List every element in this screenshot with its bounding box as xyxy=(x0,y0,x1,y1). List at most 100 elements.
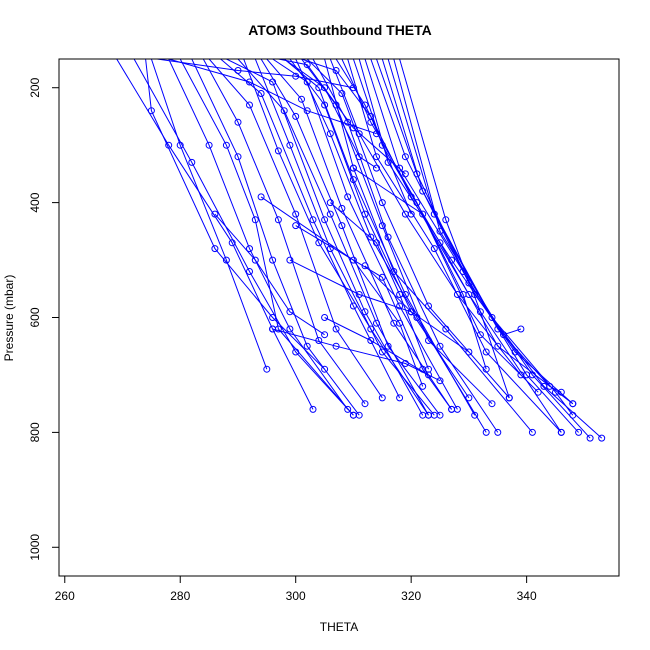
data-point xyxy=(298,95,305,103)
x-tick-label: 260 xyxy=(55,589,75,603)
data-point xyxy=(378,199,386,207)
data-point xyxy=(292,222,300,230)
data-point xyxy=(373,164,380,172)
x-axis: 260 280 300 320 340 xyxy=(55,575,537,603)
data-point xyxy=(338,204,346,212)
series-line xyxy=(399,59,510,399)
data-point xyxy=(488,314,496,321)
series-line xyxy=(220,59,401,399)
data-point xyxy=(176,141,184,149)
data-point xyxy=(251,216,259,224)
data-point xyxy=(494,342,502,350)
data-point xyxy=(286,256,294,264)
data-point xyxy=(263,365,271,373)
series-line xyxy=(353,167,487,370)
series-33 xyxy=(376,59,606,442)
data-point xyxy=(482,348,490,356)
data-point xyxy=(361,400,369,408)
data-point xyxy=(494,428,502,436)
data-point xyxy=(419,210,427,218)
series-line xyxy=(214,213,325,336)
data-point xyxy=(407,308,415,316)
data-point xyxy=(257,90,265,97)
series-line xyxy=(157,59,354,89)
series-4 xyxy=(150,59,271,373)
data-point xyxy=(367,233,375,241)
data-point xyxy=(309,216,317,224)
data-point xyxy=(419,382,427,390)
series-line xyxy=(272,328,441,382)
series-51 xyxy=(361,262,473,356)
series-line xyxy=(133,59,354,416)
data-point xyxy=(534,388,542,396)
data-point xyxy=(246,245,253,253)
data-point xyxy=(222,256,230,264)
data-point xyxy=(321,314,329,321)
data-point xyxy=(355,291,363,298)
data-point xyxy=(448,405,456,413)
series-23 xyxy=(312,59,502,436)
series-line xyxy=(202,59,366,404)
data-point xyxy=(517,325,525,333)
data-point xyxy=(586,434,594,442)
data-point xyxy=(246,101,253,109)
series-5 xyxy=(168,59,352,413)
data-point xyxy=(246,78,253,86)
series-35 xyxy=(387,59,565,396)
series-line xyxy=(329,59,522,376)
series-47 xyxy=(349,164,490,373)
series-28 xyxy=(347,59,565,436)
data-point xyxy=(557,428,565,436)
data-point xyxy=(367,112,375,120)
data-point xyxy=(378,222,386,230)
series-line xyxy=(393,59,522,336)
data-point xyxy=(401,153,409,161)
data-point xyxy=(378,273,386,281)
data-point xyxy=(326,130,334,138)
series-line xyxy=(116,59,314,410)
series-line xyxy=(364,59,579,433)
series-7 xyxy=(191,59,363,419)
series-39 xyxy=(157,59,357,92)
series-line xyxy=(312,59,499,433)
series-line xyxy=(168,59,349,410)
data-point xyxy=(321,84,329,92)
series-line xyxy=(387,59,562,393)
data-point xyxy=(401,360,409,367)
series-37 xyxy=(399,59,513,402)
data-point xyxy=(246,268,253,275)
data-point xyxy=(205,141,213,149)
data-point xyxy=(344,118,352,126)
series-line xyxy=(364,265,470,353)
series-line xyxy=(329,202,429,370)
data-point xyxy=(274,147,282,155)
data-point xyxy=(378,348,386,356)
data-point xyxy=(349,124,357,132)
data-point xyxy=(222,141,230,149)
data-point xyxy=(355,130,363,138)
series-line xyxy=(179,59,354,416)
series-line xyxy=(301,59,493,405)
data-point xyxy=(344,193,352,201)
data-point xyxy=(355,153,363,161)
series-line xyxy=(324,59,533,433)
data-point xyxy=(234,118,242,126)
data-point xyxy=(361,262,369,270)
x-tick-label: 300 xyxy=(286,589,306,603)
data-point xyxy=(436,227,444,235)
data-point xyxy=(569,411,577,419)
series-line xyxy=(145,59,325,370)
series-42 xyxy=(301,59,415,218)
data-point xyxy=(338,90,346,97)
data-point xyxy=(211,245,219,253)
series-44 xyxy=(257,193,427,390)
data-point xyxy=(292,72,300,80)
data-point xyxy=(303,61,311,69)
data-point xyxy=(425,371,432,379)
data-point xyxy=(349,256,357,264)
series-line xyxy=(324,317,429,376)
data-point xyxy=(338,222,346,230)
series-9 xyxy=(208,59,386,402)
series-15 xyxy=(260,59,444,419)
data-point xyxy=(436,411,444,419)
